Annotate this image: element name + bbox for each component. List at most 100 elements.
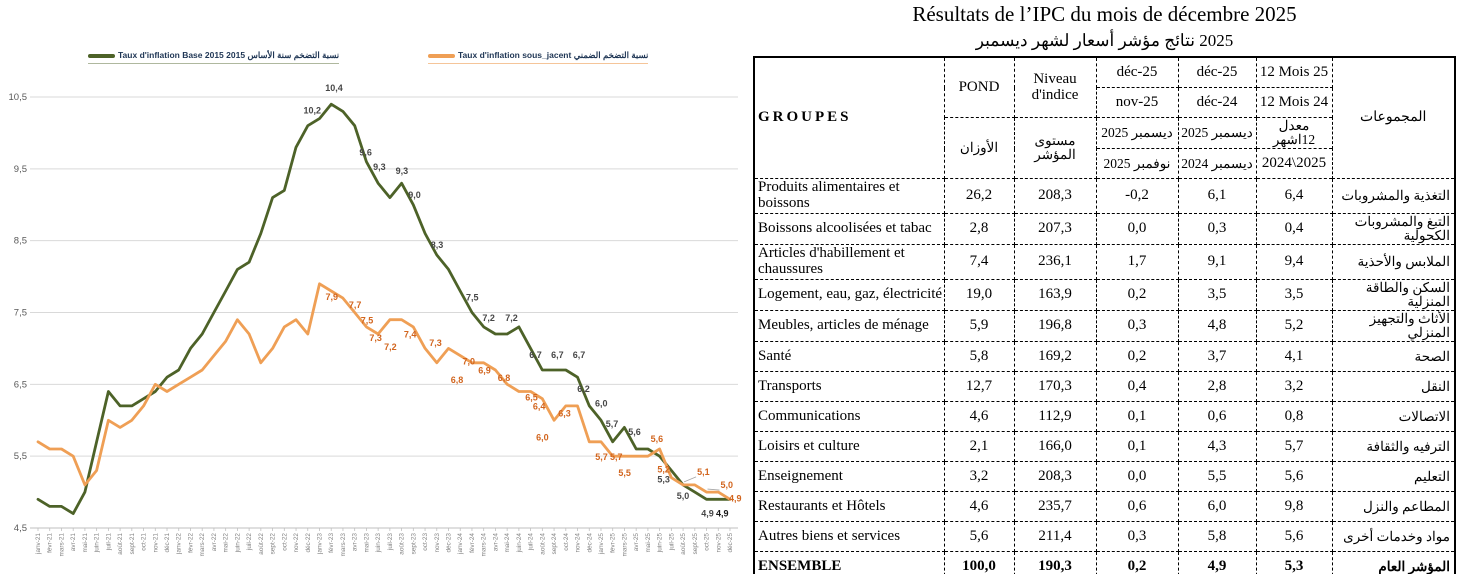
svg-text:10,5: 10,5 <box>9 92 28 103</box>
ipc-results-panel: Résultats de l’IPC du mois de décembre 2… <box>753 0 1456 574</box>
cell-monthly-change: 0,2 <box>1095 341 1179 373</box>
svg-text:sept-24: sept-24 <box>551 533 558 555</box>
svg-text:6,0: 6,0 <box>536 432 549 442</box>
svg-text:déc-25: déc-25 <box>727 533 734 553</box>
svg-text:oct-25: oct-25 <box>704 533 711 551</box>
cell-avg-12m-change: 5,3 <box>1255 551 1333 574</box>
cell-monthly-change: 0,4 <box>1095 371 1179 403</box>
cell-group-name-ar: النقل <box>1331 371 1456 403</box>
cell-yearly-change: 3,5 <box>1177 278 1257 312</box>
header-groupes: GROUPES <box>753 56 945 180</box>
cell-yearly-change: 4,9 <box>1177 551 1257 574</box>
table-row: Restaurants et Hôtels 4,6 235,7 0,6 6,0 9,8 ال… <box>753 491 1456 523</box>
svg-text:avr-25: avr-25 <box>633 533 640 552</box>
cell-group-name-fr: Enseignement <box>753 461 945 493</box>
header-month-r2: nov-25 <box>1095 87 1179 118</box>
svg-text:nov-23: nov-23 <box>434 533 441 553</box>
svg-text:4,5: 4,5 <box>14 523 27 534</box>
cell-avg-12m-change: 3,5 <box>1255 278 1333 312</box>
cell-yearly-change: 0,3 <box>1177 212 1257 246</box>
svg-text:avr-22: avr-22 <box>211 533 218 552</box>
table-row: Autres biens et services 5,6 211,4 0,3 5,8 5,… <box>753 521 1456 553</box>
cell-yearly-change: 9,1 <box>1177 244 1257 280</box>
svg-text:nov-22: nov-22 <box>293 533 300 553</box>
svg-text:oct-21: oct-21 <box>141 533 148 551</box>
cell-avg-12m-change: 4,1 <box>1255 341 1333 373</box>
svg-text:mars-23: mars-23 <box>340 533 347 557</box>
svg-text:5,3: 5,3 <box>657 475 670 485</box>
cell-index-level: 112,9 <box>1013 401 1097 433</box>
cell-yearly-change: 0,6 <box>1177 401 1257 433</box>
svg-text:janv-23: janv-23 <box>316 533 323 555</box>
cell-monthly-change: -0,2 <box>1095 178 1179 214</box>
svg-text:10,4: 10,4 <box>325 83 343 93</box>
cell-monthly-change: 0,3 <box>1095 310 1179 343</box>
header-12m-r4: 2024\2025 <box>1255 148 1333 180</box>
svg-text:nov-25: nov-25 <box>715 533 722 553</box>
svg-text:févr-23: févr-23 <box>328 533 335 553</box>
cell-group-name-ar: السكن والطاقة المنزلية <box>1331 278 1456 312</box>
svg-text:juil-23: juil-23 <box>387 533 394 551</box>
header-12m-r3: معدل 12اشهر <box>1255 116 1333 150</box>
svg-text:5,6: 5,6 <box>628 427 641 437</box>
ipc-table: GROUPES POND Niveau d'indice déc-25 déc-… <box>753 56 1456 574</box>
header-year-r1: déc-25 <box>1177 56 1257 88</box>
svg-text:sept-25: sept-25 <box>692 533 699 555</box>
table-row: Meubles, articles de ménage 5,9 196,8 0,3 4,… <box>753 310 1456 343</box>
svg-text:6,0: 6,0 <box>595 398 608 408</box>
svg-text:6,5: 6,5 <box>14 379 27 390</box>
table-row: Transports 12,7 170,3 0,4 2,8 3,2 النقل <box>753 371 1456 403</box>
series-line-core-inflation <box>36 282 732 501</box>
svg-text:9,3: 9,3 <box>396 166 409 176</box>
page-title-arabic: نتائج مؤشر أسعار لشهر ديسمبر 2025 <box>753 27 1456 54</box>
header-month-r4: نوفمبر 2025 <box>1095 148 1179 180</box>
label-leader-lines <box>683 476 720 491</box>
table-row: Boissons alcoolisées et tabac 2,8 207,3 0,0… <box>753 212 1456 246</box>
svg-text:mars-21: mars-21 <box>58 533 65 557</box>
page-title-arabic-text: نتائج مؤشر أسعار لشهر ديسمبر <box>975 31 1195 50</box>
cell-group-name-ar: التغذية والمشروبات <box>1331 178 1456 214</box>
svg-text:6,2: 6,2 <box>577 384 590 394</box>
svg-text:5,0: 5,0 <box>677 491 690 501</box>
svg-text:mars-22: mars-22 <box>199 533 206 557</box>
svg-text:mai-21: mai-21 <box>82 533 89 553</box>
cell-index-level: 170,3 <box>1013 371 1097 403</box>
cell-index-level: 207,3 <box>1013 212 1097 246</box>
cell-yearly-change: 6,0 <box>1177 491 1257 523</box>
cell-avg-12m-change: 0,8 <box>1255 401 1333 433</box>
svg-text:6,8: 6,8 <box>451 375 464 385</box>
svg-text:sept-22: sept-22 <box>270 533 277 555</box>
cell-group-name-fr: ENSEMBLE <box>753 551 945 574</box>
cell-pond-value: 100,0 <box>943 551 1015 574</box>
cell-group-name-fr: Communications <box>753 401 945 433</box>
cell-index-level: 208,3 <box>1013 461 1097 493</box>
cell-pond-value: 2,1 <box>943 431 1015 463</box>
legend-item-core-inflation: Taux d'inflation sous_jacent نسبة التضخم… <box>428 50 649 64</box>
svg-text:déc-23: déc-23 <box>446 533 453 553</box>
svg-text:5,7: 5,7 <box>610 452 623 462</box>
header-year-r4: ديسمبر 2024 <box>1177 148 1257 180</box>
svg-text:mars-25: mars-25 <box>621 533 628 557</box>
cell-index-level: 169,2 <box>1013 341 1097 373</box>
svg-text:4,9: 4,9 <box>729 493 742 503</box>
svg-text:juil-22: juil-22 <box>246 533 253 551</box>
cell-group-name-ar: الصحة <box>1331 341 1456 373</box>
cell-monthly-change: 0,1 <box>1095 431 1179 463</box>
cell-group-name-fr: Transports <box>753 371 945 403</box>
svg-text:oct-24: oct-24 <box>563 533 570 551</box>
svg-text:juin-24: juin-24 <box>516 533 523 554</box>
svg-text:août-23: août-23 <box>399 533 406 555</box>
page-title: Résultats de l’IPC du mois de décembre 2… <box>912 2 1297 26</box>
svg-text:6,4: 6,4 <box>533 402 546 412</box>
svg-text:déc-22: déc-22 <box>305 533 312 553</box>
svg-text:7,4: 7,4 <box>404 330 417 340</box>
cell-group-name-ar: المؤشر العام <box>1331 551 1456 574</box>
svg-text:févr-22: févr-22 <box>187 533 194 553</box>
table-row: Santé 5,8 169,2 0,2 3,7 4,1 الصحة <box>753 341 1456 373</box>
cell-pond-value: 5,9 <box>943 310 1015 343</box>
svg-text:août-24: août-24 <box>539 533 546 555</box>
data-labels-base: 10,210,49,69,3 9,39,08,37,57,2 7,26,7 6,7 6,… <box>304 83 729 518</box>
svg-text:août-22: août-22 <box>258 533 265 555</box>
svg-text:6,8: 6,8 <box>498 373 511 383</box>
cell-monthly-change: 0,1 <box>1095 401 1179 433</box>
